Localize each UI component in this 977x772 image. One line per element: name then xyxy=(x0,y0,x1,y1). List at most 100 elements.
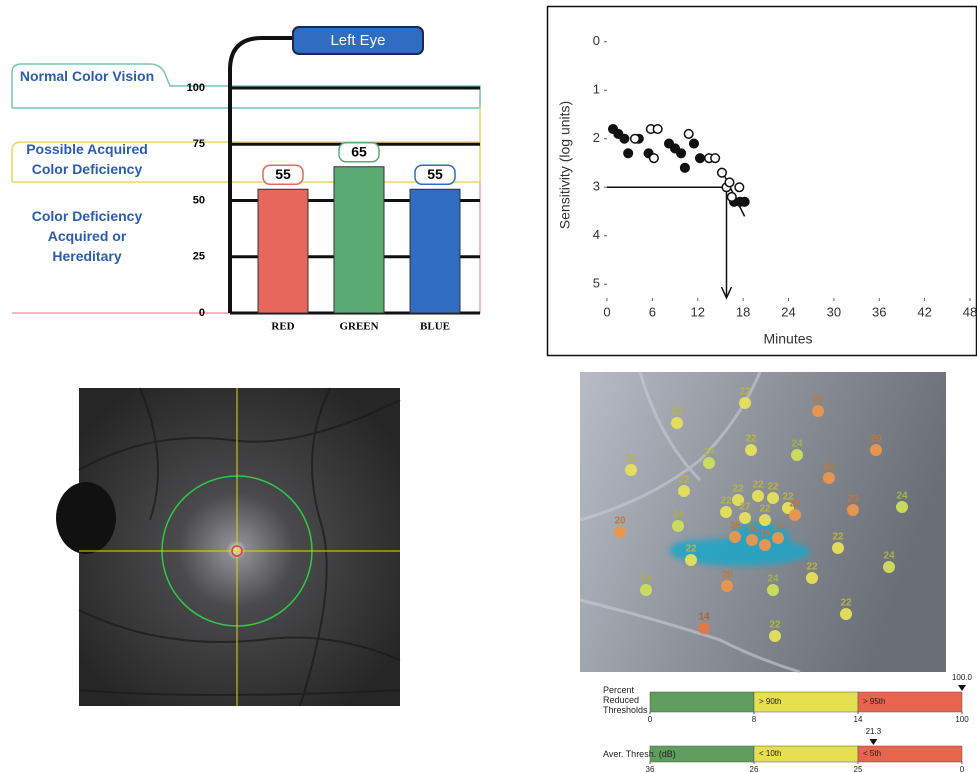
x-axis-label: Minutes xyxy=(763,331,812,347)
point-label: 20 xyxy=(823,462,835,473)
data-point xyxy=(690,139,699,148)
threshold-point xyxy=(883,561,895,573)
value-label: 55 xyxy=(275,166,291,182)
zone-label: Normal Color Vision xyxy=(12,66,162,86)
y-tick-label: 0 xyxy=(199,307,205,319)
y-tick-label: 5 xyxy=(593,276,600,291)
value-label: 55 xyxy=(427,166,443,182)
data-point xyxy=(696,154,705,163)
y-tick-label: 50 xyxy=(193,194,205,206)
x-tick-label: 30 xyxy=(827,304,841,319)
point-label: 22 xyxy=(625,454,637,465)
segment-label: < 10th xyxy=(759,749,781,758)
point-label: 22 xyxy=(678,475,690,486)
threshold-point xyxy=(746,534,758,546)
data-point xyxy=(725,178,734,187)
point-label: 24 xyxy=(672,510,684,521)
threshold-point xyxy=(832,542,844,554)
zone-label: Possible Acquired Color Deficiency xyxy=(12,139,162,179)
scale-label: Aver. Thresh. (dB) xyxy=(603,749,676,759)
point-label: 22 xyxy=(745,434,757,445)
y-axis-label: Sensitivity (log units) xyxy=(557,101,573,229)
threshold-point xyxy=(759,539,771,551)
segment-label: > 90th xyxy=(759,697,781,706)
x-tick-label: 24 xyxy=(781,304,795,319)
point-label: 22 xyxy=(806,562,818,573)
threshold-point xyxy=(720,506,732,518)
point-label: 20 xyxy=(812,395,824,406)
point-label: 24 xyxy=(791,439,803,450)
data-point xyxy=(677,149,686,158)
x-tick-label: 48 xyxy=(963,304,977,319)
data-point xyxy=(631,134,640,143)
point-label: 22 xyxy=(752,480,764,491)
segment-label: < 5th xyxy=(863,749,881,758)
marker xyxy=(958,685,966,691)
threshold-point xyxy=(614,526,626,538)
threshold-point xyxy=(789,509,801,521)
data-point xyxy=(735,183,744,192)
threshold-point xyxy=(625,464,637,476)
point-label: 26 xyxy=(729,521,741,532)
data-point xyxy=(684,130,693,139)
threshold-point xyxy=(685,554,697,566)
point-label: 22 xyxy=(732,484,744,495)
fundus-image xyxy=(56,388,400,706)
data-point xyxy=(620,134,629,143)
data-point xyxy=(650,154,659,163)
page: {"chart_data": [ {"type": "bar", "title"… xyxy=(0,0,977,772)
point-label: 24 xyxy=(640,574,652,585)
tick-label: 0 xyxy=(648,715,653,724)
bar xyxy=(410,189,460,313)
threshold-point xyxy=(823,472,835,484)
threshold-point xyxy=(739,512,751,524)
segment-label: > 95th xyxy=(863,697,885,706)
threshold-point xyxy=(806,572,818,584)
tick-label: 26 xyxy=(750,765,759,772)
point-label: 22 xyxy=(739,387,751,398)
y-tick-label: 25 xyxy=(193,251,205,263)
value-label: 65 xyxy=(351,143,367,159)
data-point xyxy=(653,125,662,134)
bar xyxy=(334,167,384,313)
threshold-point xyxy=(840,608,852,620)
tick-label: 8 xyxy=(752,715,757,724)
threshold-point xyxy=(769,630,781,642)
threshold-point xyxy=(870,444,882,456)
y-tick-label: 1 xyxy=(593,82,600,97)
threshold-point xyxy=(812,405,824,417)
threshold-point xyxy=(721,580,733,592)
figure: 0255075100Left Eye55RED65GREEN55BLUE0123… xyxy=(0,0,977,772)
scale-segment xyxy=(650,692,754,712)
point-label: 22 xyxy=(720,496,732,507)
point-label: 22 xyxy=(685,544,697,555)
y-tick-label: 2 xyxy=(593,130,600,145)
x-tick-label: 36 xyxy=(872,304,886,319)
threshold-point xyxy=(791,449,803,461)
threshold-point xyxy=(745,444,757,456)
y-tick-label: 75 xyxy=(193,138,205,150)
y-tick-label: 100 xyxy=(187,82,205,94)
x-tick-label: 42 xyxy=(917,304,931,319)
data-point xyxy=(740,198,749,207)
x-tick-label: 18 xyxy=(736,304,750,319)
marker-label: 21.3 xyxy=(866,727,882,736)
data-point xyxy=(711,154,720,163)
zone-label: Color Deficiency Acquired or Hereditary xyxy=(12,206,162,266)
x-tick-label: RED xyxy=(271,321,294,333)
threshold-point xyxy=(772,532,784,544)
point-label: 22 xyxy=(767,482,779,493)
tick-label: 0 xyxy=(960,765,965,772)
threshold-point xyxy=(896,501,908,513)
x-tick-label: 6 xyxy=(649,304,656,319)
threshold-point xyxy=(640,584,652,596)
point-label: 24 xyxy=(883,551,895,562)
point-label: 22 xyxy=(769,620,781,631)
y-tick-label: 4 xyxy=(593,227,600,242)
threshold-point xyxy=(759,514,771,526)
point-label: 20 xyxy=(614,516,626,527)
scale-label: Percent Reduced Thresholds xyxy=(603,685,658,715)
threshold-point xyxy=(703,457,715,469)
point-label: 24 xyxy=(896,491,908,502)
threshold-point xyxy=(739,397,751,409)
